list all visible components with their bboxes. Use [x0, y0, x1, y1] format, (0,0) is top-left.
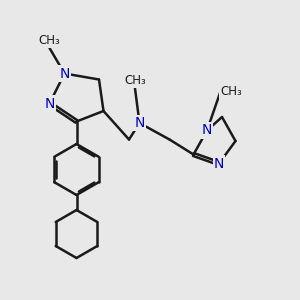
Text: CH₃: CH₃	[39, 34, 60, 47]
Text: N: N	[44, 97, 55, 110]
Text: CH₃: CH₃	[220, 85, 242, 98]
Text: N: N	[202, 124, 212, 137]
Text: N: N	[214, 157, 224, 170]
Text: N: N	[134, 116, 145, 130]
Text: CH₃: CH₃	[124, 74, 146, 88]
Text: N: N	[59, 67, 70, 80]
